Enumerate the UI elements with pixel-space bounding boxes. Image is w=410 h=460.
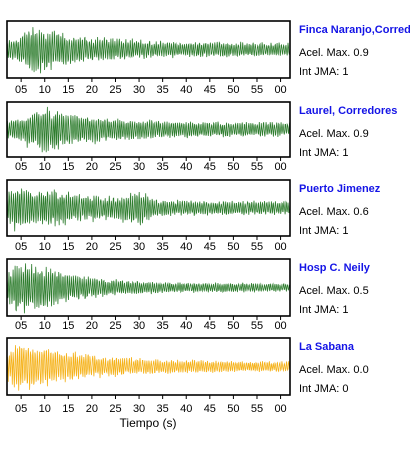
waveform-trace bbox=[6, 106, 291, 153]
x-tick-label: 20 bbox=[86, 161, 98, 173]
x-tick-label: 55 bbox=[251, 320, 263, 332]
x-tick-label: 15 bbox=[62, 84, 74, 96]
x-tick-label: 45 bbox=[204, 84, 216, 96]
accel-max-label: Acel. Max. 0.9 bbox=[299, 128, 369, 140]
accel-max-label: Acel. Max. 0.6 bbox=[299, 206, 369, 218]
int-jma-label: Int JMA: 1 bbox=[299, 147, 349, 159]
x-tick-label: 55 bbox=[251, 84, 263, 96]
x-tick-label: 15 bbox=[62, 241, 74, 253]
int-jma-label: Int JMA: 0 bbox=[299, 383, 349, 395]
panel-frame bbox=[6, 337, 291, 396]
x-tick-label: 45 bbox=[204, 241, 216, 253]
x-tick-label: 20 bbox=[86, 241, 98, 253]
x-tick-label: 35 bbox=[157, 161, 169, 173]
x-tick-label: 40 bbox=[180, 84, 192, 96]
x-tick-label: 15 bbox=[62, 320, 74, 332]
x-tick-label: 50 bbox=[227, 241, 239, 253]
x-tick-label: 15 bbox=[62, 161, 74, 173]
waveform-trace bbox=[6, 345, 291, 391]
station-name: Laurel, Corredores bbox=[299, 105, 397, 117]
x-tick-label: 30 bbox=[133, 320, 145, 332]
x-tick-label: 30 bbox=[133, 161, 145, 173]
x-tick-label: 00 bbox=[274, 161, 286, 173]
x-tick-label: 50 bbox=[227, 84, 239, 96]
panel-2: 05 10 15 20 25 30 35 40 45 50 55 00 Laurel, Corredor… bbox=[6, 101, 397, 173]
x-tick-label: 35 bbox=[157, 84, 169, 96]
x-tick-label: 40 bbox=[180, 241, 192, 253]
x-tick-label: 05 bbox=[15, 84, 27, 96]
int-jma-label: Int JMA: 1 bbox=[299, 225, 349, 237]
x-tick-label: 10 bbox=[39, 403, 51, 415]
x-tick-label: 50 bbox=[227, 161, 239, 173]
station-name: Puerto Jimenez bbox=[299, 183, 381, 195]
panel-frame bbox=[6, 101, 291, 158]
accel-max-label: Acel. Max. 0.0 bbox=[299, 364, 369, 376]
x-tick-label: 00 bbox=[274, 320, 286, 332]
x-tick-label: 45 bbox=[204, 161, 216, 173]
x-tick-label: 40 bbox=[180, 161, 192, 173]
accel-max-label: Acel. Max. 0.5 bbox=[299, 285, 369, 297]
x-tick-label: 05 bbox=[15, 161, 27, 173]
x-tick-label: 30 bbox=[133, 403, 145, 415]
accel-max-label: Acel. Max. 0.9 bbox=[299, 47, 369, 59]
waveform-trace bbox=[6, 263, 291, 314]
x-tick-label: 10 bbox=[39, 161, 51, 173]
x-tick-label: 10 bbox=[39, 84, 51, 96]
x-tick-label: 30 bbox=[133, 84, 145, 96]
x-tick-label: 15 bbox=[62, 403, 74, 415]
x-tick-label: 40 bbox=[180, 403, 192, 415]
panel-frame bbox=[6, 258, 291, 317]
x-tick-label: 35 bbox=[157, 403, 169, 415]
x-tick-label: 00 bbox=[274, 84, 286, 96]
x-tick-label: 25 bbox=[109, 241, 121, 253]
x-tick-label: 50 bbox=[227, 403, 239, 415]
panel-1: 05 10 15 20 25 30 35 40 45 50 55 00 Finca Naranjo,Co… bbox=[6, 20, 410, 96]
x-tick-label: 55 bbox=[251, 161, 263, 173]
int-jma-label: Int JMA: 1 bbox=[299, 66, 349, 78]
int-jma-label: Int JMA: 1 bbox=[299, 304, 349, 316]
panel-frame bbox=[6, 20, 291, 79]
x-tick-label: 05 bbox=[15, 241, 27, 253]
x-tick-label: 20 bbox=[86, 320, 98, 332]
station-name: La Sabana bbox=[299, 341, 355, 353]
x-tick-label: 20 bbox=[86, 403, 98, 415]
waveform-trace bbox=[6, 188, 291, 232]
panel-5: 05 10 15 20 25 30 35 40 45 50 55 00 La Sabana Acel. M… bbox=[6, 337, 369, 415]
x-tick-label: 20 bbox=[86, 84, 98, 96]
x-tick-label: 45 bbox=[204, 403, 216, 415]
x-tick-label: 05 bbox=[15, 403, 27, 415]
x-tick-label: 55 bbox=[251, 241, 263, 253]
x-tick-label: 30 bbox=[133, 241, 145, 253]
panel-3: 05 10 15 20 25 30 35 40 45 50 55 00 Puerto Jimenez Ac… bbox=[6, 179, 381, 253]
x-tick-label: 10 bbox=[39, 320, 51, 332]
x-tick-label: 50 bbox=[227, 320, 239, 332]
station-name: Finca Naranjo,Corredores bbox=[299, 24, 410, 36]
x-tick-label: 25 bbox=[109, 320, 121, 332]
x-tick-label: 40 bbox=[180, 320, 192, 332]
x-tick-label: 35 bbox=[157, 241, 169, 253]
x-tick-label: 55 bbox=[251, 403, 263, 415]
station-name: Hosp C. Neily bbox=[299, 262, 371, 274]
x-tick-label: 45 bbox=[204, 320, 216, 332]
x-tick-label: 25 bbox=[109, 403, 121, 415]
x-axis-title: Tiempo (s) bbox=[120, 416, 177, 430]
panel-frame bbox=[6, 179, 291, 237]
x-tick-label: 25 bbox=[109, 161, 121, 173]
x-tick-label: 10 bbox=[39, 241, 51, 253]
x-tick-label: 00 bbox=[274, 241, 286, 253]
x-tick-label: 00 bbox=[274, 403, 286, 415]
x-tick-label: 25 bbox=[109, 84, 121, 96]
waveform-trace bbox=[6, 27, 291, 74]
x-tick-label: 05 bbox=[15, 320, 27, 332]
x-tick-label: 35 bbox=[157, 320, 169, 332]
panel-4: 05 10 15 20 25 30 35 40 45 50 55 00 Hosp C. Neily Ace… bbox=[6, 258, 371, 332]
